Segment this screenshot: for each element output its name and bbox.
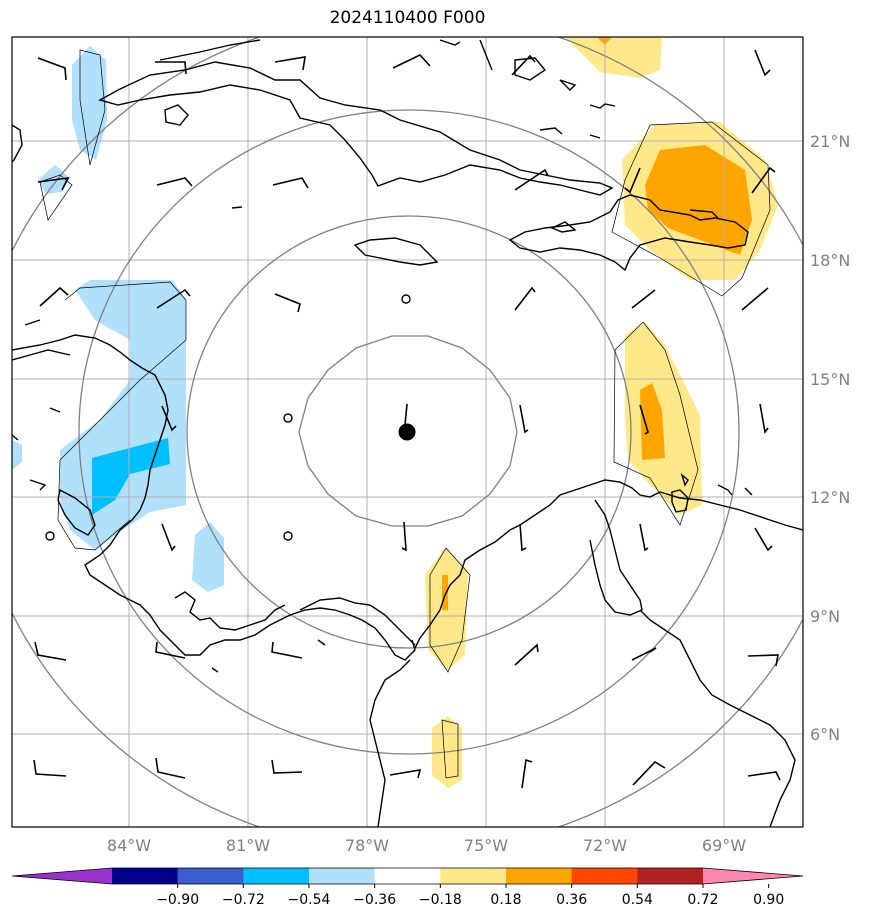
storm-center-marker [398, 423, 416, 441]
calm-wind-circles [45, 294, 411, 541]
colorbar-tick-label: 0.54 [622, 892, 653, 908]
map-frame [11, 36, 804, 828]
colorbar-segment [637, 868, 704, 884]
colorbar-segment [374, 868, 441, 884]
map-title: 2024110400 F000 [329, 8, 486, 28]
wind-barbs [33, 49, 781, 789]
probability-contours [39, 49, 771, 779]
colorbar-tick-label: 0.72 [687, 892, 718, 908]
colorbar-tick-label: 0.90 [753, 892, 784, 908]
lat-label: 12°N [810, 488, 850, 507]
colorbar-segment [703, 868, 803, 884]
lat-label: 18°N [810, 251, 850, 270]
colorbar-tick-label: −0.18 [419, 892, 462, 908]
colorbar-segment [12, 868, 112, 884]
colorbar-tick-label: 0.36 [556, 892, 587, 908]
colorbar-segment [112, 868, 179, 884]
lon-label: 69°W [702, 836, 746, 855]
lat-lon-grid [12, 37, 803, 827]
coastlines [12, 39, 803, 827]
colorbar-tick-label: −0.54 [288, 892, 331, 908]
lon-label: 72°W [583, 836, 627, 855]
colorbar-tick-label: −0.72 [222, 892, 265, 908]
colorbar-segment [506, 868, 573, 884]
colorbar-tick-label: −0.36 [353, 892, 396, 908]
map-content [12, 37, 803, 827]
yellow-anomaly-shading [425, 37, 778, 788]
longitude-labels: 84°W 81°W 78°W 75°W 72°W 69°W [107, 836, 746, 855]
colorbar: −0.90 −0.72 −0.54 −0.36 −0.18 0.18 0.36 0.54 0.7… [11, 867, 804, 908]
colorbar-segment [440, 868, 507, 884]
blue-anomaly-shading [12, 46, 224, 592]
colorbar-segment [571, 868, 638, 884]
lon-label: 81°W [226, 836, 270, 855]
range-rings [12, 37, 803, 827]
lon-label: 75°W [464, 836, 508, 855]
lon-label: 78°W [345, 836, 389, 855]
lon-label: 84°W [107, 836, 151, 855]
latitude-labels: 21°N 18°N 15°N 12°N 9°N 6°N [810, 132, 850, 744]
colorbar-tick-label: 0.18 [490, 892, 521, 908]
colorbar-segment [177, 868, 244, 884]
lat-label: 21°N [810, 132, 850, 151]
colorbar-segment [309, 868, 376, 884]
lat-label: 9°N [810, 607, 840, 626]
lat-label: 15°N [810, 370, 850, 389]
lat-label: 6°N [810, 725, 840, 744]
colorbar-segment [243, 868, 310, 884]
colorbar-tick-label: −0.90 [156, 892, 199, 908]
